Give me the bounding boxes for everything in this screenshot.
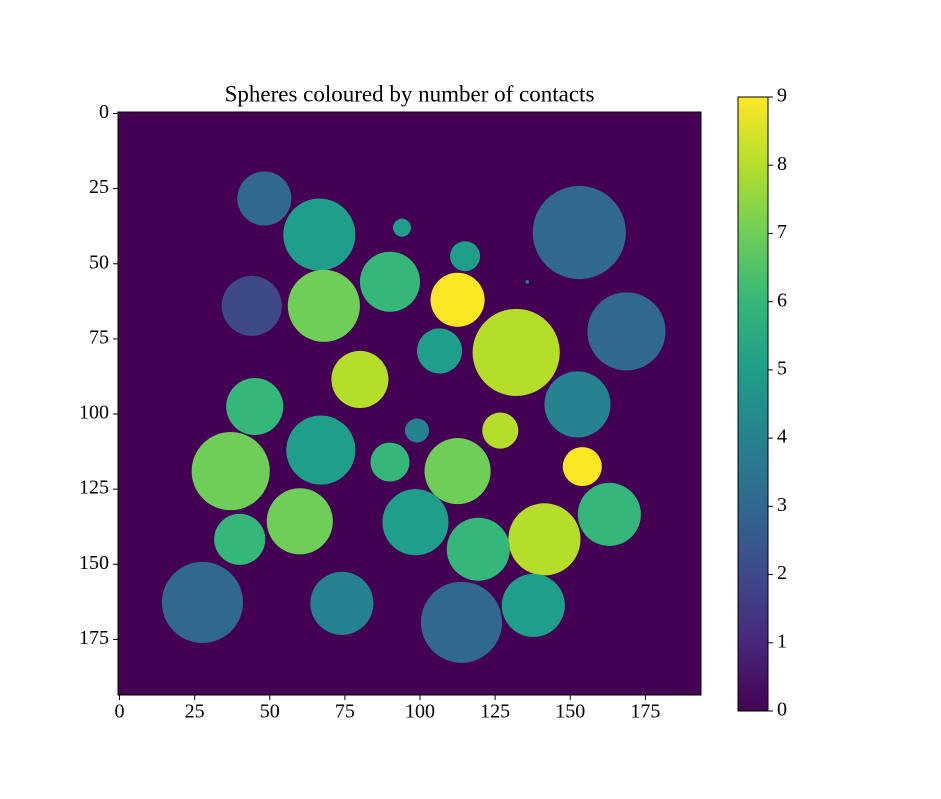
sphere — [482, 412, 519, 449]
x-tick-label: 75 — [335, 701, 355, 723]
sphere — [532, 185, 626, 280]
sphere — [577, 482, 641, 546]
axes-frame — [117, 111, 702, 696]
x-tick-label: 0 — [115, 701, 125, 723]
y-tick-label: 175 — [79, 627, 109, 649]
sphere — [226, 377, 284, 436]
y-tick-label: 0 — [99, 101, 109, 123]
colorbar — [737, 96, 769, 712]
image — [118, 112, 701, 695]
sphere — [191, 432, 270, 511]
sphere — [283, 198, 356, 271]
sphere — [525, 279, 530, 284]
sphere — [392, 218, 412, 237]
sphere — [370, 442, 410, 482]
colorbar-tick-label: 1 — [777, 630, 787, 652]
sphere — [450, 241, 481, 272]
sphere — [382, 489, 449, 556]
x-tick-label: 50 — [260, 701, 280, 723]
sphere — [424, 438, 491, 505]
sphere — [501, 573, 565, 638]
sphere — [404, 418, 430, 443]
colorbar-tick-label: 0 — [777, 699, 787, 721]
sphere — [472, 308, 560, 396]
x-tick-label: 25 — [185, 701, 205, 723]
sphere — [417, 328, 463, 374]
y-tick-label: 150 — [79, 552, 109, 574]
colorbar-tick-label: 4 — [777, 426, 787, 448]
sphere — [587, 292, 666, 371]
sphere — [237, 171, 292, 226]
sphere — [286, 415, 356, 485]
colorbar-tick-label: 7 — [777, 221, 787, 243]
y-tick-label: 100 — [79, 402, 109, 424]
sphere — [446, 517, 510, 581]
y-tick-label: 50 — [89, 251, 109, 273]
colorbar-tick-label: 9 — [777, 85, 787, 107]
sphere — [331, 350, 389, 409]
sphere — [266, 488, 333, 555]
colorbar-tick-label: 5 — [777, 357, 787, 379]
sphere — [214, 513, 266, 565]
chart-title: Spheres coloured by number of contacts — [225, 81, 595, 106]
x-tick-label: 150 — [555, 701, 585, 723]
x-tick-label: 125 — [480, 701, 510, 723]
x-tick-label: 100 — [405, 701, 435, 723]
sphere — [420, 581, 503, 663]
colorbar-tick-label: 6 — [777, 289, 787, 311]
sphere — [430, 272, 485, 327]
sphere — [508, 503, 581, 576]
x-tick-label: 175 — [630, 701, 660, 723]
sphere — [310, 571, 374, 635]
colorbar-tick-label: 3 — [777, 494, 787, 516]
colorbar-tick-label: 8 — [777, 153, 787, 175]
sphere — [287, 269, 360, 342]
sphere — [359, 251, 421, 312]
y-tick-label: 75 — [89, 326, 109, 348]
y-tick-label: 25 — [89, 176, 109, 198]
sphere — [161, 561, 244, 644]
sphere — [221, 275, 282, 336]
colorbar-tick-label: 2 — [777, 562, 787, 584]
sphere — [544, 371, 611, 438]
y-tick-label: 125 — [79, 477, 109, 499]
sphere — [562, 447, 602, 487]
